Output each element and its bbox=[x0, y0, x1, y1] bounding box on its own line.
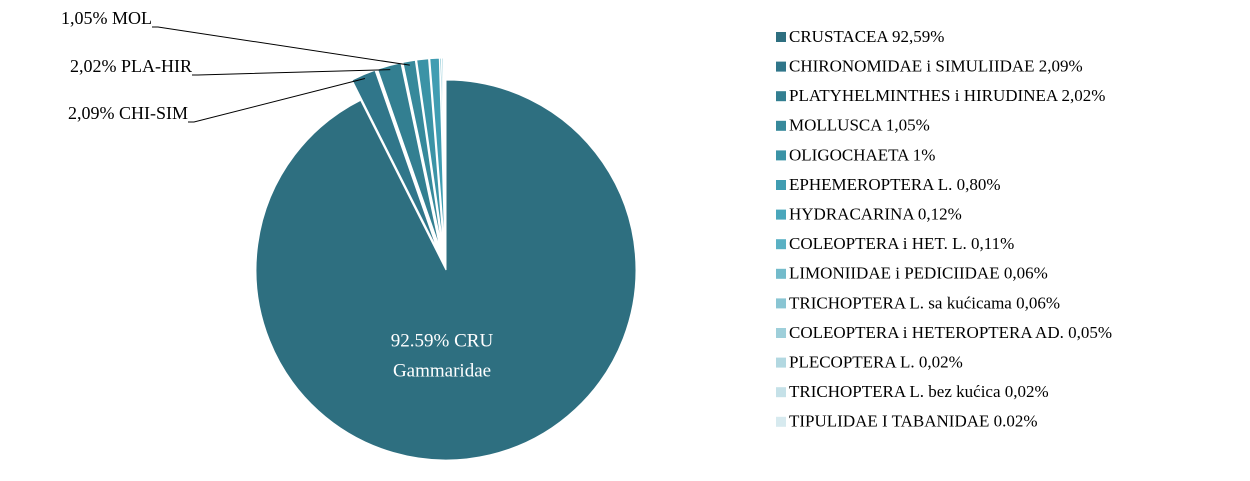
legend-swatch bbox=[776, 209, 786, 220]
leader-line bbox=[152, 26, 410, 66]
legend-label: TIPULIDAE I TABANIDAE 0.02% bbox=[789, 412, 1038, 431]
legend-label: LIMONIIDAE i PEDICIIDAE 0,06% bbox=[789, 264, 1048, 283]
pie bbox=[255, 57, 637, 461]
legend-swatch bbox=[776, 91, 786, 102]
pie-slice bbox=[416, 58, 445, 249]
legend-swatch bbox=[776, 61, 786, 72]
legend-label: PLATYHELMINTHES i HIRUDINEA 2,02% bbox=[789, 86, 1105, 105]
legend-label: OLIGOCHAETA 1% bbox=[789, 145, 935, 164]
pie-slice bbox=[255, 79, 637, 461]
pie-slice bbox=[429, 57, 446, 249]
data-label: 92.59% CRU bbox=[391, 330, 494, 351]
legend-swatch bbox=[776, 387, 786, 398]
leader-line bbox=[188, 77, 366, 123]
data-labels: 92.59% CRU Gammaridae 2,09% CHI-SIM 2,02% P… bbox=[61, 8, 493, 381]
legend-swatch bbox=[776, 150, 786, 161]
legend-swatch bbox=[776, 328, 786, 338]
legend-label: TRICHOPTERA L. sa kućicama 0,06% bbox=[789, 293, 1060, 312]
legend-label: COLEOPTERA i HETEROPTERA AD. 0,05% bbox=[789, 323, 1112, 342]
legend-label: PLECOPTERA L. 0,02% bbox=[789, 353, 963, 372]
legend-swatch bbox=[776, 268, 786, 279]
legend-swatch bbox=[776, 180, 786, 190]
legend-label: TRICHOPTERA L. bez kućica 0,02% bbox=[789, 382, 1049, 401]
legend-label: CHIRONOMIDAE i SIMULIIDAE 2,09% bbox=[789, 57, 1083, 76]
data-label: Gammaridae bbox=[393, 360, 491, 381]
legend-label: CRUSTACEA 92,59% bbox=[789, 27, 944, 46]
legend-swatch bbox=[776, 32, 786, 42]
pie-slice bbox=[377, 62, 441, 249]
legend-swatch bbox=[776, 357, 786, 368]
legend-label: HYDRACARINA 0,12% bbox=[789, 205, 962, 224]
legend-label: MOLLUSCA 1,05% bbox=[789, 116, 930, 135]
legend: CRUSTACEA 92,59% CHIRONOMIDAE i SIMULIIDA… bbox=[776, 27, 1112, 431]
data-label: 2,02% PLA-HIR bbox=[70, 56, 192, 76]
legend-label: EPHEMEROPTERA L. 0,80% bbox=[789, 175, 1001, 194]
legend-swatch bbox=[776, 120, 786, 131]
legend-label: COLEOPTERA i HET. L. 0,11% bbox=[789, 234, 1014, 253]
legend-swatch bbox=[776, 416, 786, 427]
data-label: 2,09% CHI-SIM bbox=[68, 103, 188, 123]
pie-slice bbox=[402, 59, 443, 249]
leader-line bbox=[192, 69, 391, 76]
data-label: 1,05% MOL bbox=[61, 8, 152, 28]
legend-swatch bbox=[776, 239, 786, 250]
legend-swatch bbox=[776, 298, 786, 309]
